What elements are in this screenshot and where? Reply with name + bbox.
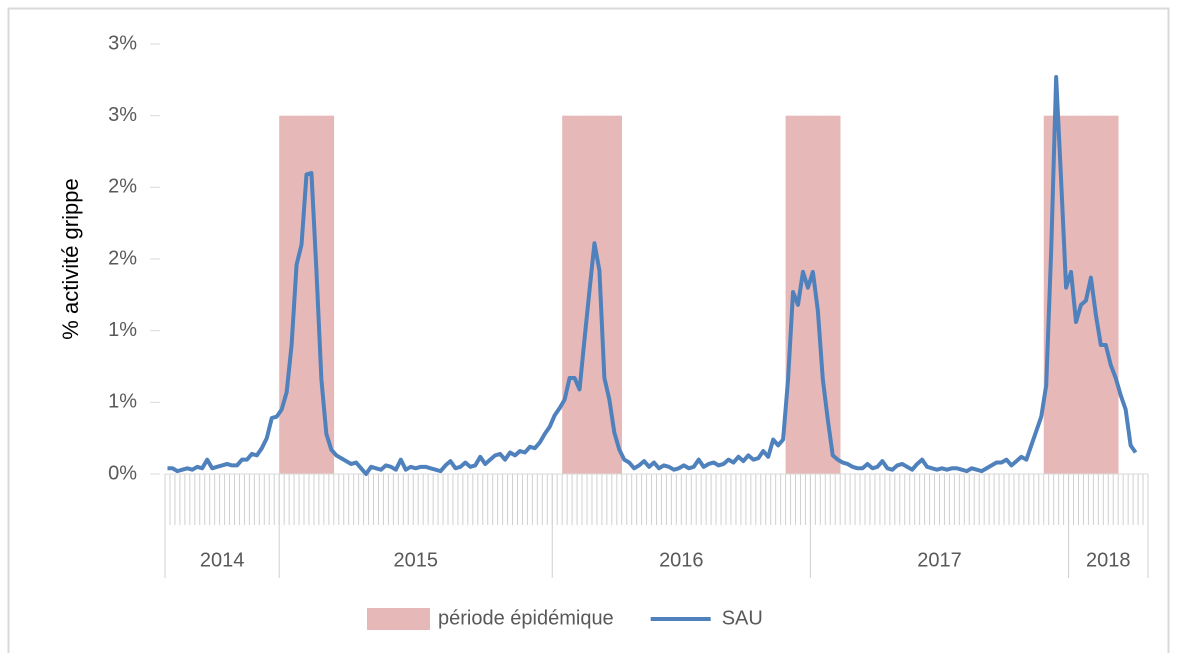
bar	[616, 115, 623, 475]
bar	[1103, 115, 1109, 475]
y-axis-title: % activité grippe	[58, 178, 83, 339]
bar	[1113, 115, 1119, 475]
y-tick-label: 1%	[108, 391, 137, 413]
bar	[304, 115, 310, 475]
year-label: 2018	[1086, 549, 1131, 571]
bar	[1043, 115, 1050, 475]
y-tick-label: 3%	[108, 104, 137, 126]
legend-label: SAU	[722, 607, 763, 629]
y-tick-label: 2%	[108, 247, 137, 269]
chart-frame	[7, 7, 1170, 653]
bar	[805, 115, 811, 475]
bar	[328, 115, 335, 475]
year-label: 2016	[659, 549, 704, 571]
bar	[611, 115, 618, 475]
bar	[810, 115, 816, 475]
bar	[815, 115, 821, 475]
bar	[1093, 115, 1099, 475]
bar	[289, 115, 295, 475]
bar	[1108, 115, 1114, 475]
bar	[835, 115, 841, 475]
year-label: 2015	[393, 549, 438, 571]
bar	[1063, 115, 1069, 475]
year-label: 2017	[917, 549, 962, 571]
bar	[294, 115, 300, 475]
bar	[825, 115, 831, 475]
bar	[318, 115, 325, 475]
bar	[1053, 115, 1059, 475]
bar	[1068, 115, 1074, 475]
y-tick-label: 0%	[108, 462, 137, 484]
bar	[1088, 115, 1094, 475]
y-tick-label: 2%	[108, 176, 137, 198]
bar	[284, 115, 290, 475]
year-label: 2014	[200, 549, 245, 571]
bar	[567, 115, 573, 475]
bar	[308, 115, 315, 475]
bar	[1073, 115, 1079, 475]
line	[167, 74, 1138, 476]
bar	[572, 115, 578, 475]
bar	[830, 115, 836, 475]
bar	[606, 115, 613, 475]
legend-label: période épidémique	[438, 607, 614, 629]
bar	[785, 115, 791, 475]
bar	[820, 115, 826, 475]
bar	[577, 115, 583, 475]
y-tick-label: 3%	[108, 32, 137, 54]
bar	[601, 115, 608, 475]
bar	[591, 115, 598, 475]
y-tick-label: 1%	[108, 319, 137, 341]
bar	[1058, 115, 1064, 475]
bar	[1098, 115, 1104, 475]
bar	[279, 115, 285, 475]
legend-swatch	[367, 608, 430, 630]
bar	[1078, 115, 1084, 475]
bar	[800, 115, 806, 475]
bar	[323, 115, 330, 475]
bar	[582, 115, 588, 475]
bar	[299, 115, 305, 475]
bar	[562, 115, 568, 475]
